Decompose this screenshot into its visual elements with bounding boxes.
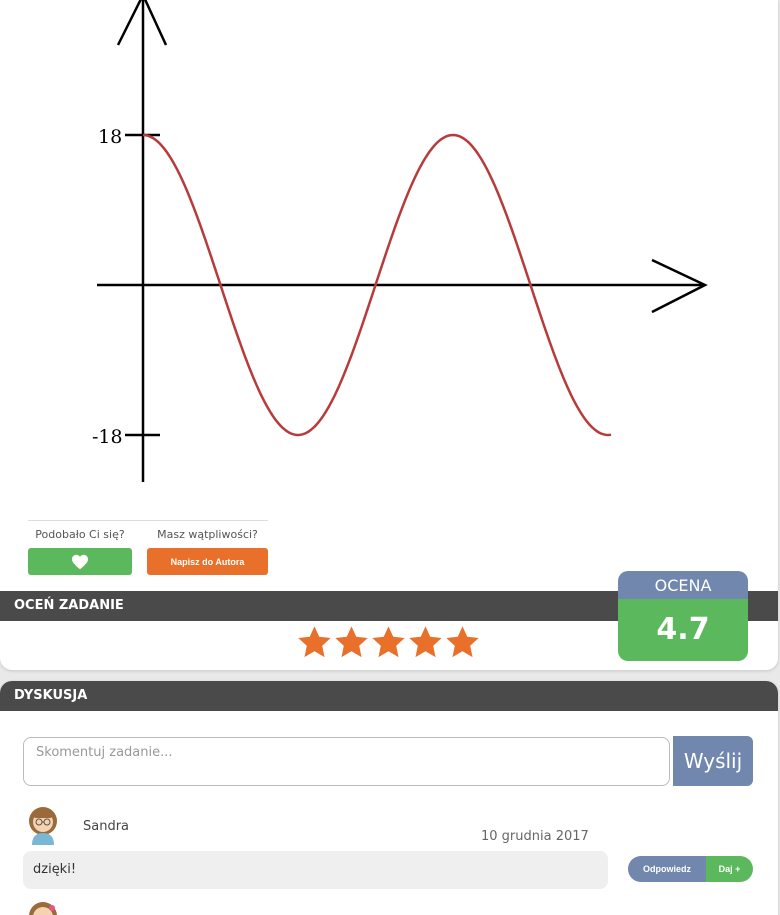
discussion-header: DYSKUSJA: [0, 681, 778, 711]
star-icon[interactable]: [444, 624, 481, 661]
like-button[interactable]: [28, 548, 132, 575]
write-to-author-button[interactable]: Napisz do Autora: [147, 548, 268, 575]
x-axis-arrow: [651, 258, 708, 314]
like-question: Podobało Ci się?: [35, 528, 125, 541]
feedback-divider: [28, 520, 268, 521]
y-tick-bottom-label: -18: [92, 426, 123, 448]
send-button[interactable]: Wyślij: [673, 736, 753, 786]
comment-text: dzięki!: [23, 851, 608, 889]
star-icon[interactable]: [333, 624, 370, 661]
comment-user-name: Sandra: [83, 819, 130, 834]
y-tick-top-label: 18: [98, 126, 122, 148]
comment-input[interactable]: [23, 737, 670, 786]
star-icon[interactable]: [370, 624, 407, 661]
heart-icon: [72, 554, 88, 569]
rating-value: 4.7: [618, 599, 748, 661]
give-plus-button[interactable]: Daj +: [706, 856, 753, 882]
comment-actions: Odpowiedz Daj +: [628, 856, 753, 882]
y-axis-arrow: [116, 0, 168, 46]
comment-date: 10 grudnia 2017: [481, 829, 589, 844]
task-card: 18 -18 Podobało Ci się? Masz wątpliwości…: [0, 0, 778, 670]
star-icon[interactable]: [296, 624, 333, 661]
reply-button[interactable]: Odpowiedz: [628, 856, 706, 882]
star-rating[interactable]: [296, 624, 481, 661]
avatar-girl-icon: [29, 807, 57, 845]
rating-box: OCENA 4.7: [618, 571, 748, 661]
doubt-question: Masz wątpliwości?: [157, 528, 258, 541]
avatar-girl-icon: [29, 902, 57, 915]
rating-label: OCENA: [618, 571, 748, 599]
discussion-card: DYSKUSJA Wyślij Sandra 10 grudnia 2017 d…: [0, 681, 778, 915]
sine-curve: [142, 133, 612, 437]
sine-graph: 18 -18: [92, 0, 708, 482]
star-icon[interactable]: [407, 624, 444, 661]
